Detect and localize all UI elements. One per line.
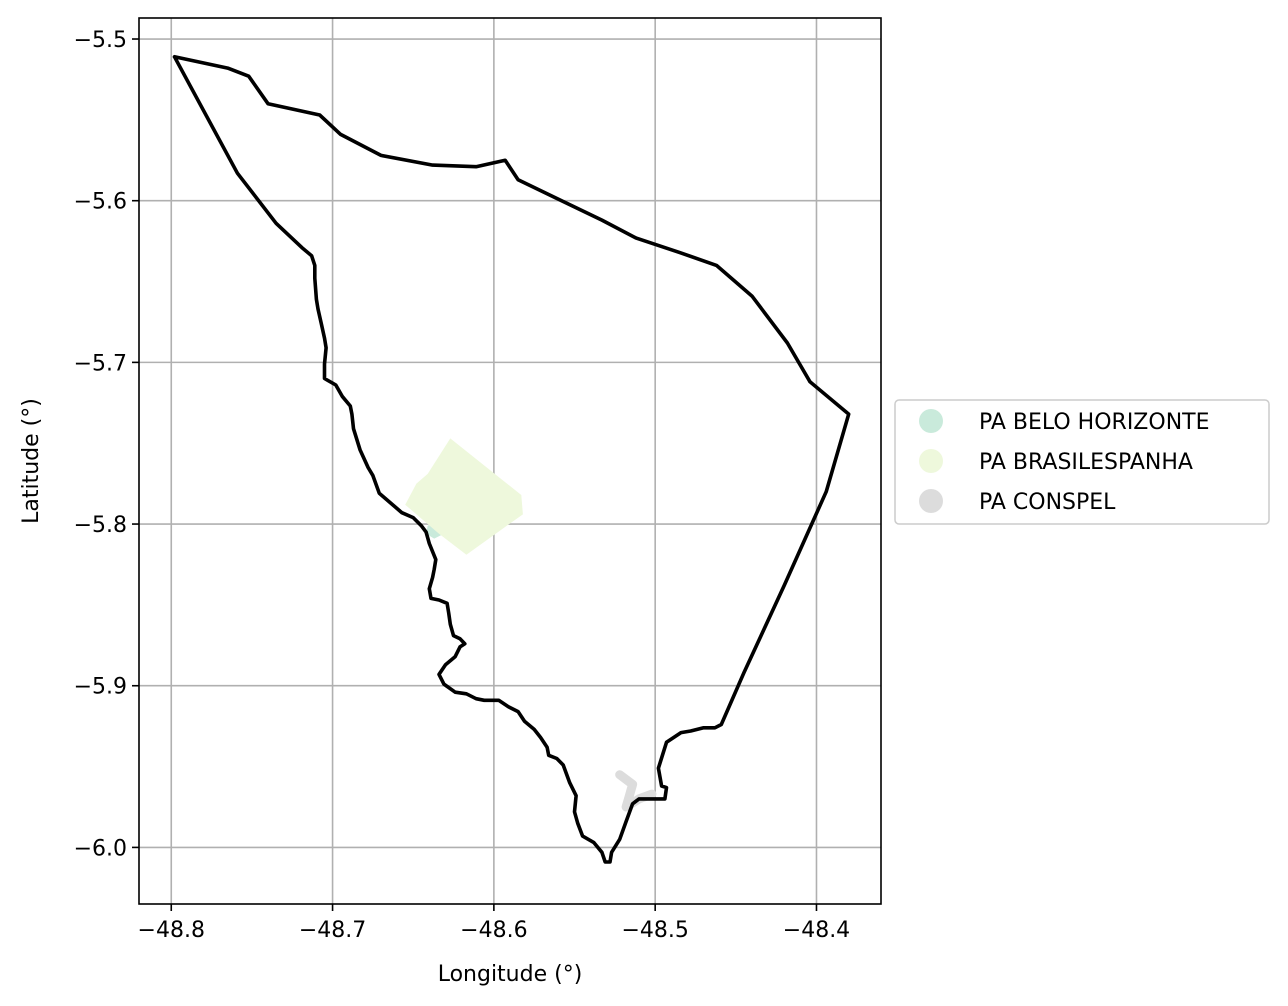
x-axis-ticks: −48.8 −48.7 −48.6 −48.5 −48.4	[138, 904, 850, 943]
x-axis-label: Longitude (°)	[438, 962, 583, 987]
y-tick-label-4: −5.9	[74, 675, 127, 700]
grid-lines	[139, 18, 881, 904]
x-tick-label-3: −48.5	[621, 918, 688, 943]
y-tick-label-5: −6.0	[74, 836, 127, 861]
legend: PA BELO HORIZONTE PA BRASILESPANHA PA CONS…	[894, 399, 1270, 525]
x-tick-label-1: −48.7	[299, 918, 366, 943]
y-tick-label-2: −5.7	[74, 351, 127, 376]
legend-label-pa-conspel: PA CONSPEL	[979, 490, 1116, 515]
x-tick-label-2: −48.6	[460, 918, 527, 943]
y-tick-label-3: −5.8	[74, 513, 127, 538]
legend-marker-pa-conspel	[919, 489, 943, 513]
region-pa-brasilespanha	[405, 438, 523, 555]
plot-frame	[138, 17, 882, 905]
legend-marker-pa-belo-horizonte	[919, 409, 943, 433]
legend-label-pa-brasilespanha: PA BRASILESPANHA	[979, 450, 1193, 475]
x-tick-label-0: −48.8	[138, 918, 205, 943]
x-tick-label-4: −48.4	[783, 918, 850, 943]
y-tick-label-1: −5.6	[74, 190, 127, 215]
boundary-outline	[172, 54, 851, 864]
y-axis-label: Latitude (°)	[19, 398, 44, 524]
legend-box	[894, 399, 1270, 525]
y-axis-ticks: −5.5 −5.6 −5.7 −5.8 −5.9 −6.0	[74, 28, 139, 861]
legend-marker-pa-brasilespanha	[919, 449, 943, 473]
y-tick-label-0: −5.5	[74, 28, 127, 53]
boundary-line	[172, 54, 851, 864]
legend-label-pa-belo-horizonte: PA BELO HORIZONTE	[979, 410, 1210, 435]
